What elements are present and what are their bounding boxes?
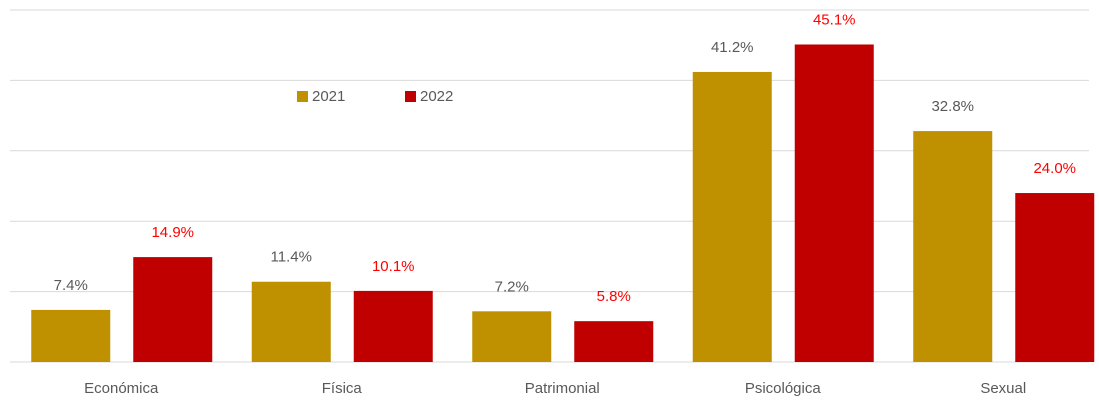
bar [692, 71, 772, 363]
bar [1015, 193, 1095, 362]
x-tick-label: Económica [84, 380, 159, 397]
value-label: 5.8% [597, 288, 631, 305]
bar [251, 281, 331, 362]
x-tick-label: Patrimonial [525, 380, 600, 397]
x-tick-label: Psicológica [745, 380, 822, 397]
bar [133, 257, 213, 362]
legend-label: 2021 [312, 88, 345, 105]
value-label: 24.0% [1033, 160, 1076, 177]
bar [794, 44, 874, 362]
bar [913, 131, 993, 362]
value-label: 10.1% [372, 258, 415, 275]
bar [472, 311, 552, 362]
x-tick-label: Sexual [980, 380, 1026, 397]
x-tick-label: Física [322, 380, 363, 397]
legend-swatch [405, 91, 416, 102]
value-label: 41.2% [711, 39, 754, 56]
value-label: 14.9% [151, 224, 194, 241]
value-label: 32.8% [931, 98, 974, 115]
legend-label: 2022 [420, 88, 453, 105]
bar [31, 309, 111, 362]
value-label: 7.4% [54, 277, 88, 294]
value-label: 45.1% [813, 11, 856, 28]
bar [574, 321, 654, 362]
legend-swatch [297, 91, 308, 102]
value-label: 11.4% [271, 249, 312, 266]
bar [353, 290, 433, 362]
value-label: 7.2% [495, 278, 529, 295]
